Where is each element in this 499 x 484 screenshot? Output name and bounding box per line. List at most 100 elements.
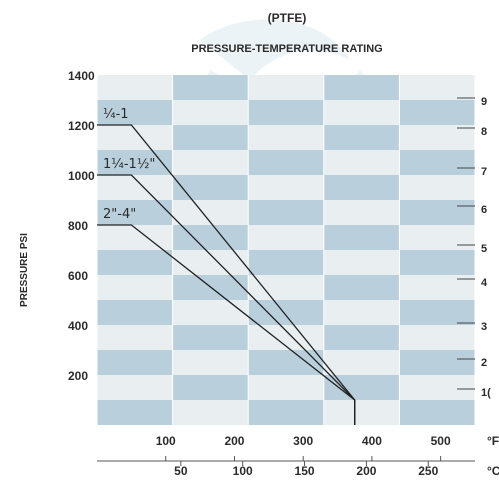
grid-cell [97,100,173,125]
x-tick-label-c: 150 [295,464,315,478]
y-tick-label: 400 [68,319,88,333]
grid-cell [323,400,400,425]
grid-cell [399,75,475,100]
right-partial-label: 7 [481,166,487,178]
grid-cell [323,300,400,325]
grid-cell [323,175,400,200]
right-partial-label: 1( [481,387,491,399]
grid-cell [323,125,400,150]
y-tick-label: 600 [68,269,88,283]
series-label: ¼-1 [103,107,129,122]
x-axis: 100 200 300 400 500 50 100 150 200 250 [97,434,475,478]
y-tick-label: 1200 [68,119,95,133]
x-tick-label-c: 50 [174,464,188,478]
grid-cell [97,350,173,375]
grid-cell [399,200,475,225]
y-tick-label: 1000 [68,169,95,183]
y-tick-label: 1400 [68,69,95,83]
grid-cell [97,150,173,175]
grid-cell [97,75,173,100]
grid-cell [323,250,400,275]
right-partial-label: 3 [481,321,487,333]
grid-cell [172,375,249,400]
grid-cell [172,200,249,225]
grid-cell [323,325,400,350]
grid-cell [172,400,249,425]
grid-cell [323,75,400,100]
series-label: 1¼-1½" [103,157,155,172]
grid-cell [323,350,400,375]
x-tick-label-f: 500 [431,434,451,448]
grid-cell [323,200,400,225]
grid-cell [399,375,475,400]
grid-cell [172,175,249,200]
grid-cell [172,150,249,175]
right-partial-label: 9 [481,96,487,108]
grid-cell [97,400,173,425]
grid-cell [248,100,324,125]
right-partial-label: 5 [481,243,487,255]
grid-cell [399,225,475,250]
series-line [97,224,356,425]
chart-series: ¼-1 1¼-1½" 2"-4" [97,107,356,425]
x-tick-label-f: 100 [156,434,176,448]
grid-cell [248,300,324,325]
x-tick-label-f: 300 [293,434,313,448]
x-tick-label-c: 100 [233,464,253,478]
grid-cell [97,250,173,275]
grid-cell [323,375,400,400]
grid-cell [97,275,173,300]
grid-cell [97,375,173,400]
chart-title: (PTFE) [268,11,307,25]
grid-cell [399,325,475,350]
grid-cell [248,275,324,300]
x-unit-c: °C [487,464,499,478]
y-tick-label: 200 [68,369,88,383]
chart-subtitle: PRESSURE-TEMPERATURE RATING [191,43,383,55]
grid-cell [248,250,324,275]
grid-cell [399,300,475,325]
x-unit-f: °F [487,434,499,448]
grid-cell [97,325,173,350]
grid-cell [248,375,324,400]
right-partial-labels: 9 8 7 6 5 4 3 2 1( [457,96,491,399]
grid-cell [323,100,400,125]
grid-cell [172,75,249,100]
grid-cell [248,150,324,175]
right-partial-label: 8 [481,126,487,138]
x-tick-label-c: 200 [356,464,376,478]
grid-cell [248,200,324,225]
right-partial-label: 6 [481,204,487,216]
x-tick-label-c: 250 [418,464,438,478]
series-label: 2"-4" [103,207,136,222]
grid-cell [323,225,400,250]
y-tick-labels: 200 400 600 800 1000 1200 1400 [68,69,95,383]
grid-cell [248,125,324,150]
grid-cell [399,175,475,200]
grid-cell [248,175,324,200]
grid-cell [399,400,475,425]
grid-cell [172,350,249,375]
chart-grid [96,75,476,425]
grid-cell [399,125,475,150]
grid-cell [248,225,324,250]
grid-cell [399,350,475,375]
grid-cell [399,100,475,125]
grid-cell [172,100,249,125]
grid-cell [172,125,249,150]
grid-cell [248,400,324,425]
y-tick-label: 800 [68,219,88,233]
grid-cell [323,150,400,175]
grid-cell [97,300,173,325]
grid-cell [172,300,249,325]
grid-cell [248,350,324,375]
x-tick-label-f: 400 [362,434,382,448]
grid-cell [399,250,475,275]
grid-cell [248,75,324,100]
grid-cell [323,275,400,300]
grid-cell [97,225,173,250]
x-tick-label-f: 200 [224,434,244,448]
grid-cell [399,150,475,175]
grid-cell [172,325,249,350]
